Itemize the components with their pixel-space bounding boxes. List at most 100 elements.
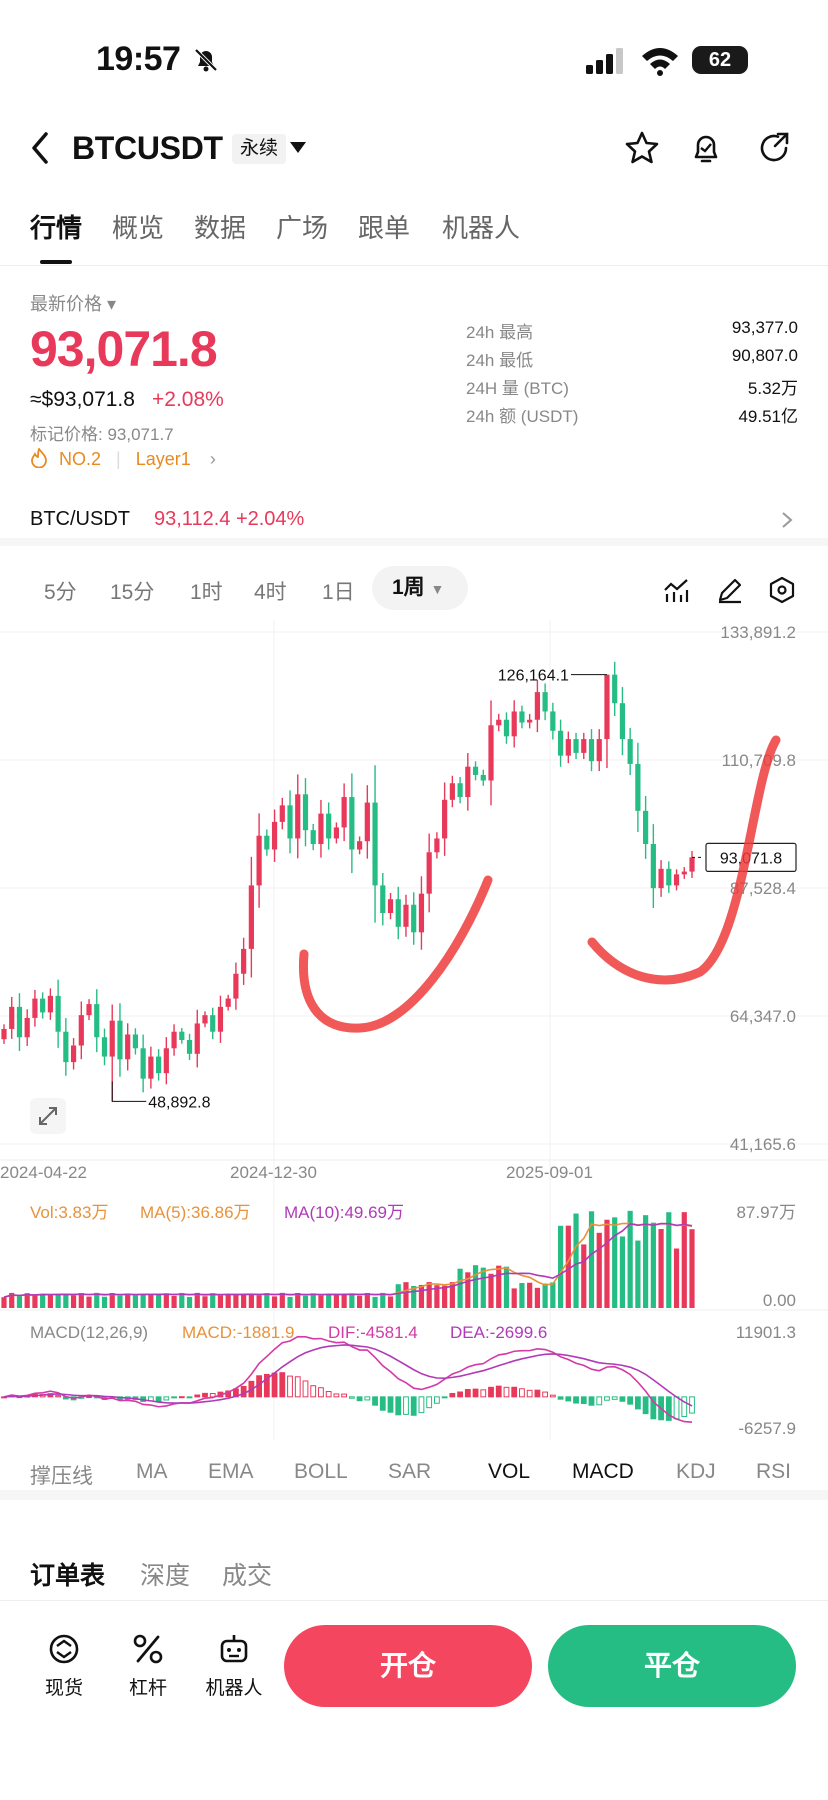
vol-axis-max: 87.97万 (736, 1203, 796, 1222)
macd-histogram-bar (410, 1396, 417, 1416)
candle-body (581, 739, 587, 753)
interval-4h[interactable]: 4时 (254, 581, 287, 604)
indicator-sar[interactable]: SAR (388, 1460, 432, 1483)
favorite-star-icon[interactable] (624, 130, 660, 166)
tab-depth[interactable]: 深度 (140, 1562, 191, 1590)
volume-bar (271, 1296, 278, 1308)
macd-histogram-bar (549, 1394, 556, 1398)
macd-histogram-bar (441, 1396, 448, 1399)
candle-body (310, 830, 316, 844)
close-position-button[interactable]: 平仓 (548, 1625, 796, 1707)
tab-overview[interactable]: 概览 (112, 213, 165, 243)
symbol-title[interactable]: BTCUSDT (72, 130, 223, 166)
volume-bar (403, 1282, 409, 1308)
volume-bar (449, 1282, 455, 1308)
candle-body (179, 1031, 185, 1041)
nav-margin[interactable]: 杠杆 (108, 1631, 188, 1700)
stat-label-turnover: 24h 额 (USDT) (466, 407, 579, 426)
candle-body (681, 871, 687, 875)
chart-settings-icon[interactable] (768, 576, 796, 604)
indicator-ma[interactable]: MA (136, 1460, 168, 1483)
candle-body (148, 1056, 154, 1079)
rank-badge: NO.2 (59, 449, 102, 469)
candle-body (627, 739, 633, 764)
candle-body (101, 1037, 108, 1057)
indicator-chart-icon[interactable] (662, 576, 690, 604)
draw-pencil-icon[interactable] (716, 576, 744, 604)
macd-histogram-bar (503, 1386, 510, 1398)
candle-body (426, 852, 432, 894)
macd-histogram-bar (310, 1385, 317, 1398)
interval-selector: 5分 15分 1时 4时 1日 1周 ▼ (0, 560, 828, 616)
interval-1d[interactable]: 1日 (322, 581, 355, 604)
back-arrow-icon[interactable] (28, 130, 52, 166)
volume-ma-line (3, 1222, 693, 1298)
annotation-stroke (587, 735, 781, 985)
macd-histogram-bar (457, 1391, 463, 1398)
indicator-support-resistance[interactable]: 撑压线 (30, 1465, 93, 1488)
volume-bar (94, 1292, 100, 1308)
interval-5m[interactable]: 5分 (44, 581, 77, 604)
rank-row[interactable]: NO.2 | Layer1 › (30, 447, 216, 470)
volume-bar (47, 1294, 53, 1308)
candle-body (256, 835, 262, 886)
tab-copy-trade[interactable]: 跟单 (358, 213, 411, 243)
volume-bar (635, 1240, 641, 1308)
interval-1h[interactable]: 1时 (190, 581, 223, 604)
caret-down-icon[interactable] (290, 142, 306, 154)
volume-bar (387, 1296, 394, 1308)
candle-body (480, 774, 486, 781)
tab-bots[interactable]: 机器人 (442, 213, 521, 243)
volume-bar (395, 1284, 401, 1308)
nav-bots[interactable]: 机器人 (194, 1631, 274, 1700)
candle-body (233, 973, 239, 999)
macd-histogram-bar (534, 1389, 541, 1398)
volume-bar (310, 1293, 316, 1308)
candle-body (604, 674, 610, 740)
spot-pair-row[interactable]: BTC/USDT 93,112.4 +2.04% (0, 496, 828, 546)
nav-spot[interactable]: 现货 (24, 1631, 104, 1700)
open-position-button[interactable]: 开仓 (284, 1625, 532, 1707)
volume-bar (264, 1293, 270, 1308)
volume-bar (364, 1292, 370, 1308)
interval-15m[interactable]: 15分 (110, 581, 155, 604)
volume-bar (16, 1296, 23, 1308)
macd-histogram-bar (263, 1373, 270, 1398)
volume-bar (372, 1296, 378, 1308)
volume-bar (480, 1267, 486, 1308)
macd-histogram-bar (665, 1396, 672, 1421)
indicator-kdj[interactable]: KDJ (676, 1460, 716, 1483)
macd-histogram-bar (627, 1396, 634, 1405)
indicator-vol[interactable]: VOL (488, 1460, 531, 1483)
volume-bar (511, 1288, 517, 1308)
candle-body (40, 998, 46, 1013)
volume-bar (503, 1266, 510, 1308)
indicator-macd[interactable]: MACD (572, 1460, 634, 1483)
low-price-label: 48,892.8 (148, 1094, 210, 1111)
tab-trades[interactable]: 成交 (222, 1562, 273, 1590)
tab-market[interactable]: 行情 (30, 213, 83, 243)
volume-bar (658, 1229, 664, 1308)
tab-data[interactable]: 数据 (194, 213, 247, 243)
candlestick-chart[interactable]: 133,891.2 110,709.8 87,528.4 64,347.0 41,165… (0, 620, 828, 1440)
date-axis-label: 2025-09-01 (506, 1163, 593, 1182)
candle-body (387, 899, 394, 914)
volume-bar (627, 1210, 633, 1308)
tab-square[interactable]: 广场 (276, 213, 329, 243)
tab-order-book[interactable]: 订单表 (30, 1562, 106, 1590)
volume-bar (279, 1292, 285, 1308)
indicator-boll[interactable]: BOLL (294, 1460, 348, 1483)
candle-body (55, 995, 61, 1032)
candle-body (356, 841, 363, 850)
interval-1w[interactable]: 1周 ▼ (372, 566, 468, 610)
indicator-ema[interactable]: EMA (208, 1460, 254, 1483)
macd-histogram-bar (557, 1396, 564, 1400)
price-alert-icon[interactable] (688, 130, 724, 166)
last-price-label[interactable]: 最新价格 ▾ (30, 294, 117, 314)
indicator-rsi[interactable]: RSI (756, 1460, 792, 1483)
macd-histogram-bar (364, 1396, 371, 1401)
candle-body (70, 1045, 77, 1063)
volume-bar (140, 1294, 146, 1308)
price-axis-label: 41,165.6 (730, 1135, 796, 1154)
share-icon[interactable] (756, 130, 792, 166)
